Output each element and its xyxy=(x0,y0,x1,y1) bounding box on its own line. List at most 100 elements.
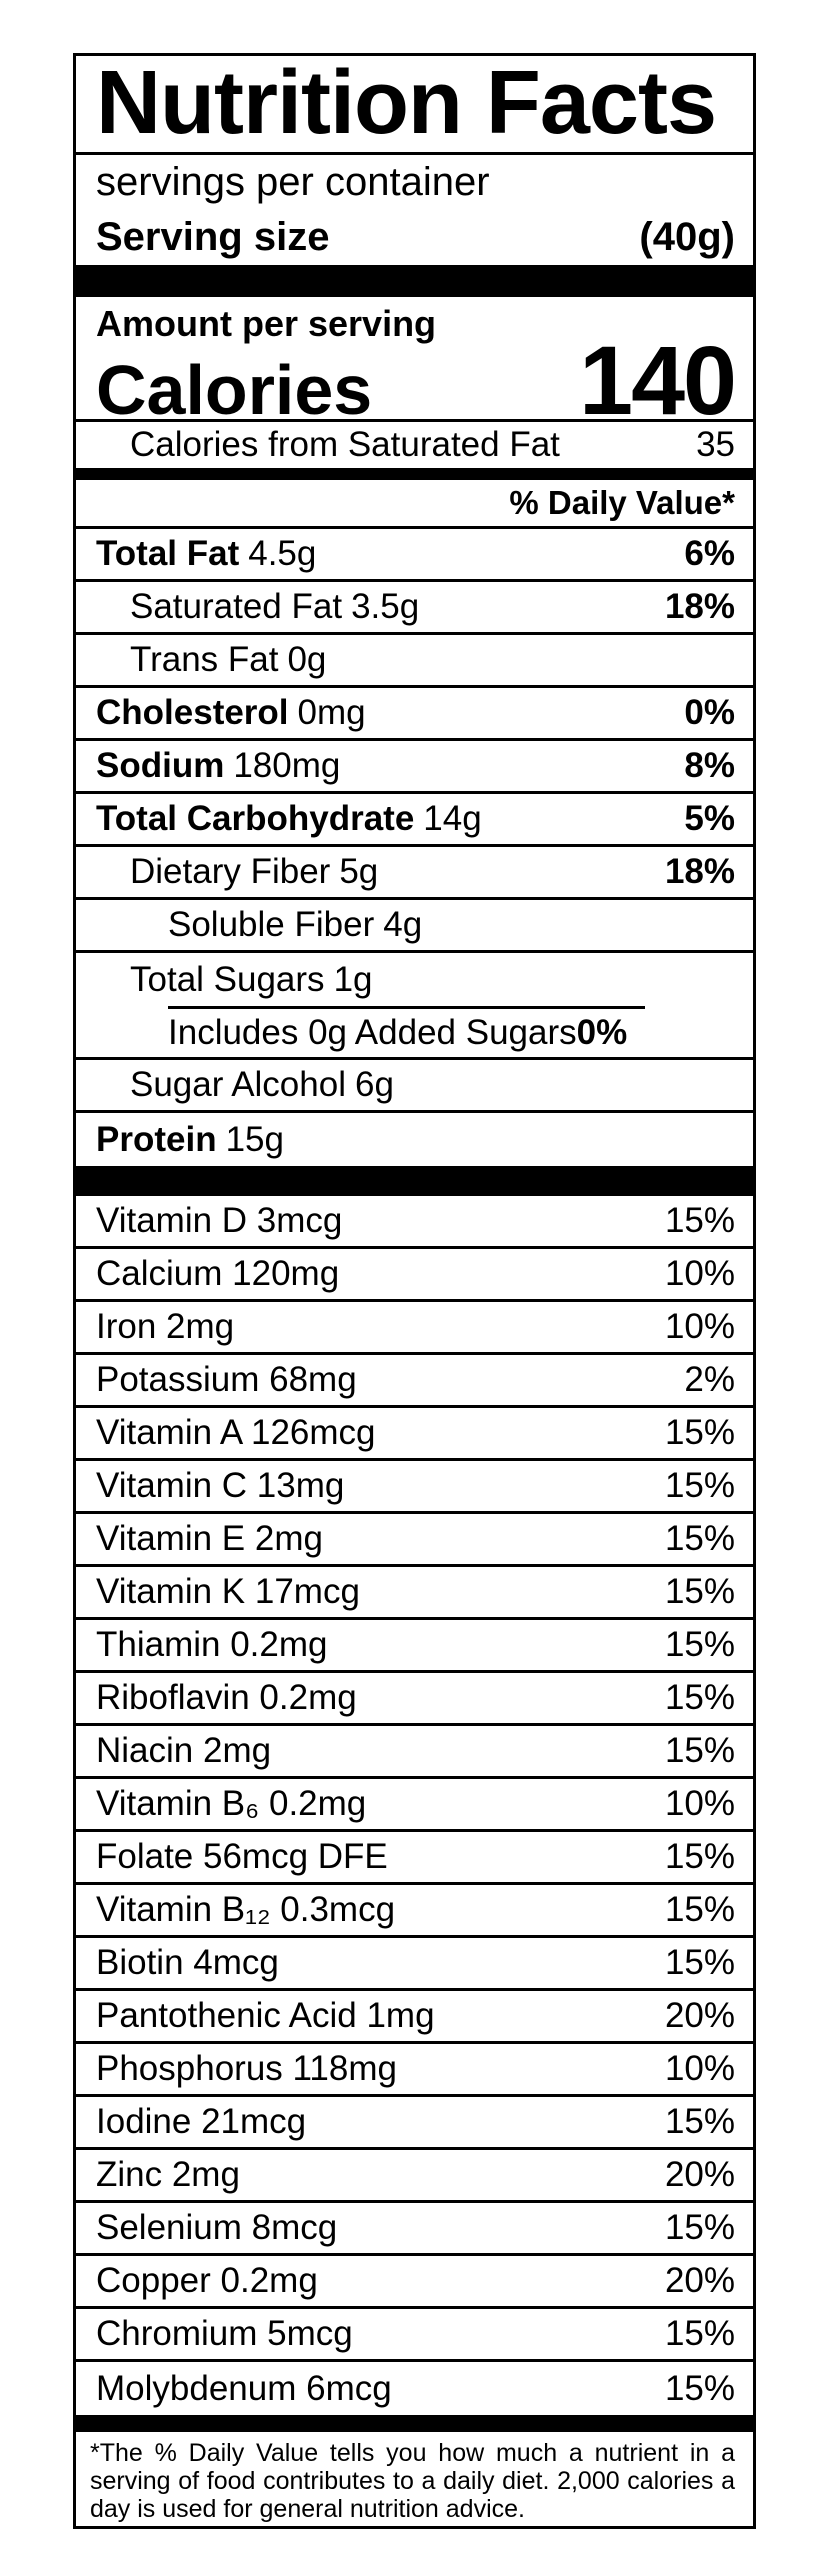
vitamin-dv: 15% xyxy=(664,2208,735,2247)
row-vitamin-e: Vitamin E 2mg 15% xyxy=(76,1514,753,1567)
row-iron: Iron 2mg 10% xyxy=(76,1302,753,1355)
vitamin-dv: 15% xyxy=(664,1943,735,1982)
vitamin-name: Molybdenum 6mcg xyxy=(96,2368,392,2408)
row-chromium: Chromium 5mcg 15% xyxy=(76,2309,753,2362)
vitamin-name: Potassium 68mg xyxy=(96,1360,357,1399)
nutrient-amount: 5g xyxy=(339,852,379,891)
amount-per-serving-row: Amount per serving xyxy=(76,297,753,345)
nutrient-amount: 3.5g xyxy=(351,587,420,626)
vitamin-dv: 15% xyxy=(664,1201,735,1240)
section-bar-vitamins xyxy=(76,1166,753,1196)
row-cholesterol: Cholesterol 0mg 0% xyxy=(76,688,753,741)
vitamin-dv: 20% xyxy=(664,2261,735,2300)
nutrient-amount: 0mg xyxy=(297,693,366,732)
vitamin-name: Selenium 8mcg xyxy=(96,2208,338,2247)
row-phosphorus: Phosphorus 118mg 10% xyxy=(76,2044,753,2097)
row-vitamin-c: Vitamin C 13mg 15% xyxy=(76,1461,753,1514)
vitamin-name: Vitamin E 2mg xyxy=(96,1519,323,1558)
nutrient-amount: 15g xyxy=(225,1119,284,1159)
nutrient-amount: 4.5g xyxy=(248,534,317,573)
vitamin-dv: 10% xyxy=(664,1254,735,1293)
calories-from-saturated-fat-label: Calories from Saturated Fat xyxy=(130,425,560,464)
row-added-sugars: Includes 0g Added Sugars 0% xyxy=(76,1006,753,1060)
nutrient-dv: 18% xyxy=(664,852,735,891)
vitamin-dv: 10% xyxy=(664,1307,735,1346)
row-riboflavin: Riboflavin 0.2mg 15% xyxy=(76,1673,753,1726)
serving-size-value: (40g) xyxy=(639,215,735,259)
calories-from-saturated-fat-row: Calories from Saturated Fat 35 xyxy=(76,422,753,468)
vitamin-name: Copper 0.2mg xyxy=(96,2261,318,2300)
row-total-carbohydrate: Total Carbohydrate 14g 5% xyxy=(76,794,753,847)
nutrient-name: Includes 0g Added Sugars xyxy=(168,1013,577,1052)
row-pantothenic-acid: Pantothenic Acid 1mg 20% xyxy=(76,1991,753,2044)
vitamin-dv: 15% xyxy=(664,2314,735,2353)
row-vitamin-b12: Vitamin B₁₂ 0.3mcg 15% xyxy=(76,1885,753,1938)
nutrient-name: Sugar Alcohol xyxy=(130,1065,346,1104)
nutrient-dv: 0% xyxy=(684,693,735,732)
row-saturated-fat: Saturated Fat 3.5g 18% xyxy=(76,582,753,635)
vitamin-name: Calcium 120mg xyxy=(96,1254,340,1293)
row-dietary-fiber: Dietary Fiber 5g 18% xyxy=(76,847,753,900)
vitamin-name: Vitamin B₆ 0.2mg xyxy=(96,1784,367,1823)
vitamin-name: Vitamin C 13mg xyxy=(96,1466,345,1505)
vitamin-name: Chromium 5mcg xyxy=(96,2314,353,2353)
nutrition-facts-label: Nutrition Facts servings per container S… xyxy=(73,53,756,2529)
nutrient-name: Saturated Fat xyxy=(130,587,343,626)
row-trans-fat: Trans Fat 0g xyxy=(76,635,753,688)
vitamin-dv: 10% xyxy=(664,2049,735,2088)
calories-value: 140 xyxy=(579,326,737,435)
vitamin-dv: 15% xyxy=(664,1731,735,1770)
vitamin-dv: 2% xyxy=(684,1360,735,1399)
added-sugars-inner: Includes 0g Added Sugars 0% xyxy=(168,1006,646,1057)
label-title: Nutrition Facts xyxy=(76,56,753,155)
row-total-sugars: Total Sugars 1g xyxy=(76,953,753,1006)
row-total-fat: Total Fat 4.5g 6% xyxy=(76,529,753,582)
calories-from-saturated-fat-value: 35 xyxy=(696,425,735,464)
nutrient-amount: 4g xyxy=(383,905,423,944)
nutrient-amount: 6g xyxy=(354,1065,394,1104)
vitamin-dv: 15% xyxy=(664,1625,735,1664)
row-potassium: Potassium 68mg 2% xyxy=(76,1355,753,1408)
nutrient-dv: 6% xyxy=(684,534,735,573)
serving-size-row: Serving size (40g) xyxy=(76,210,753,265)
vitamin-name: Folate 56mcg DFE xyxy=(96,1837,388,1876)
nutrient-name: Total Sugars xyxy=(130,959,325,999)
daily-value-header-row: % Daily Value* xyxy=(76,480,753,529)
row-vitamin-b6: Vitamin B₆ 0.2mg 10% xyxy=(76,1779,753,1832)
nutrient-name: Total Fat xyxy=(96,534,240,573)
nutrient-name: Sodium xyxy=(96,746,225,785)
daily-value-header-text: % Daily Value* xyxy=(509,484,735,521)
vitamin-dv: 15% xyxy=(664,1890,735,1929)
nutrient-amount: 1g xyxy=(333,959,373,999)
row-protein: Protein 15g xyxy=(76,1113,753,1166)
vitamin-dv: 15% xyxy=(664,1572,735,1611)
vitamin-dv: 15% xyxy=(664,2102,735,2141)
row-copper: Copper 0.2mg 20% xyxy=(76,2256,753,2309)
row-biotin: Biotin 4mcg 15% xyxy=(76,1938,753,1991)
vitamin-name: Pantothenic Acid 1mg xyxy=(96,1996,435,2035)
row-molybdenum: Molybdenum 6mcg 15% xyxy=(76,2362,753,2415)
serving-size-label: Serving size xyxy=(96,215,330,259)
vitamin-dv: 15% xyxy=(664,1519,735,1558)
nutrient-dv: 18% xyxy=(664,587,735,626)
vitamin-dv: 10% xyxy=(664,1784,735,1823)
nutrient-name: Trans Fat xyxy=(130,640,279,679)
row-niacin: Niacin 2mg 15% xyxy=(76,1726,753,1779)
nutrient-name: Protein xyxy=(96,1119,217,1159)
section-bar-daily-value xyxy=(76,468,753,480)
row-selenium: Selenium 8mcg 15% xyxy=(76,2203,753,2256)
nutrient-amount: 180mg xyxy=(233,746,341,785)
vitamin-name: Iron 2mg xyxy=(96,1307,235,1346)
section-bar-top xyxy=(76,265,753,297)
vitamin-name: Zinc 2mg xyxy=(96,2155,240,2194)
row-sodium: Sodium 180mg 8% xyxy=(76,741,753,794)
calories-row: Calories 140 xyxy=(76,326,753,435)
row-soluble-fiber: Soluble Fiber 4g xyxy=(76,900,753,953)
vitamin-name: Vitamin K 17mcg xyxy=(96,1572,360,1611)
vitamin-name: Riboflavin 0.2mg xyxy=(96,1678,357,1717)
row-calcium: Calcium 120mg 10% xyxy=(76,1249,753,1302)
row-zinc: Zinc 2mg 20% xyxy=(76,2150,753,2203)
calories-label: Calories xyxy=(96,351,373,429)
servings-per-container-text: servings per container xyxy=(96,160,490,204)
row-sugar-alcohol: Sugar Alcohol 6g xyxy=(76,1060,753,1113)
